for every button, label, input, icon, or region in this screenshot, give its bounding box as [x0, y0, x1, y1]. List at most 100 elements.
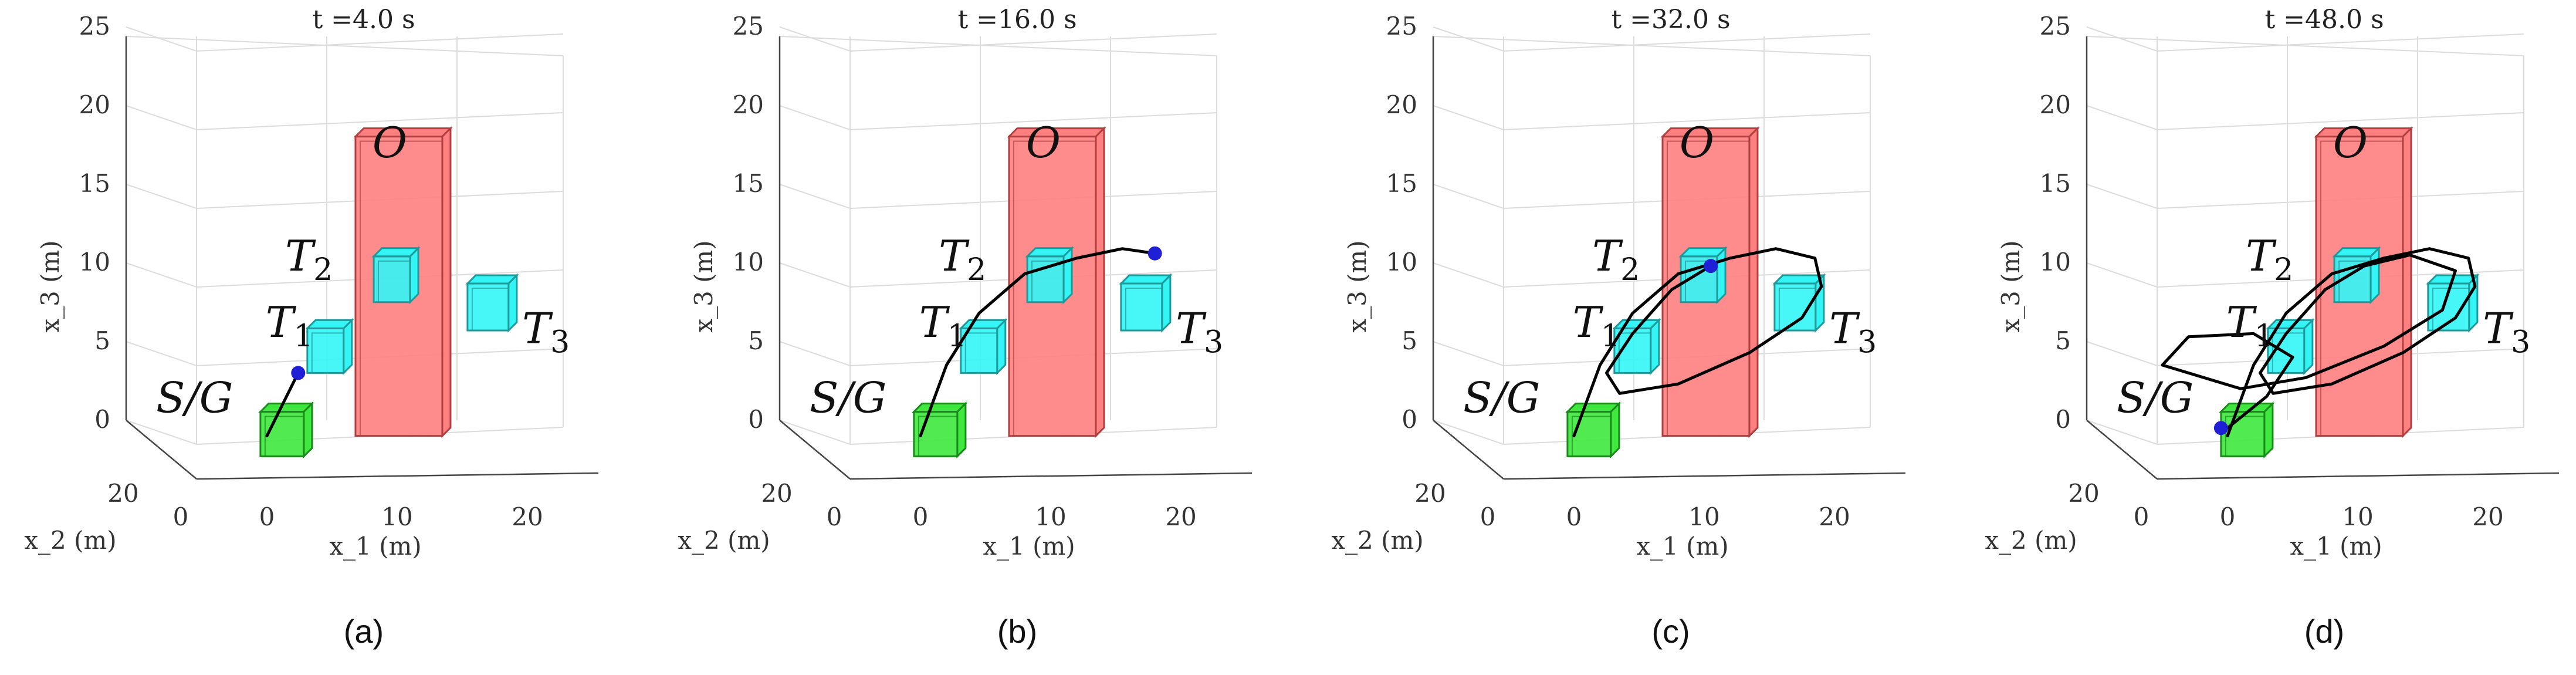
z-gridline [126, 184, 564, 210]
target-t3-block [2426, 273, 2480, 333]
start-goal-label: S/G [810, 373, 886, 422]
obstacle-block-side [1748, 126, 1759, 438]
target-t2-block [2332, 246, 2381, 305]
z-tick-label: 10 [79, 248, 110, 276]
target-t2-label-sub: 2 [1620, 252, 1640, 288]
target-t3-block-side [507, 273, 518, 333]
panel-4: 0 5 10 15 20 25 0 10 20 0 20 x_3 (m) x_1 (m) x_2 (m) t… [1985, 5, 2560, 650]
x-tick-label: 10 [2342, 502, 2373, 531]
y-tick-label: 0 [2134, 502, 2150, 531]
z-tick-label: 15 [1386, 169, 1417, 198]
z-axis-label: x_3 (m) [1343, 240, 1372, 332]
z-axis-label: x_3 (m) [689, 240, 718, 332]
start-goal-block [912, 401, 968, 459]
start-goal-block [1565, 401, 1622, 459]
y-tick-label: 20 [1414, 479, 1446, 508]
y-axis-line [2086, 420, 2158, 480]
current-position-marker [1147, 246, 1162, 261]
target-t1-label-sub: 1 [1601, 319, 1620, 354]
z-gridline [126, 420, 564, 446]
target-t2-block-inner-edge [1031, 260, 1065, 303]
z-tick-label: 20 [79, 90, 110, 119]
x-axis-label: x_1 (m) [2290, 532, 2382, 561]
trajectory-line [919, 247, 1157, 438]
z-gridline [1433, 420, 1871, 446]
target-t2-block-front [373, 255, 411, 303]
z-gridline [779, 184, 1217, 210]
y-tick-label: 0 [1480, 502, 1496, 531]
z-gridline [126, 105, 564, 131]
obstacle-block-inner-edge [1666, 140, 1750, 437]
start-goal-block-inner-edge [1571, 416, 1612, 457]
target-t2-block [1025, 246, 1074, 305]
target-t1-label-sub: 1 [947, 319, 967, 354]
z-axis-label: x_3 (m) [36, 240, 65, 332]
target-t3-label-main: T [522, 303, 553, 353]
target-t1-label-main: T [1573, 298, 1604, 347]
x-tick-label: 0 [259, 502, 275, 531]
target-t2-label-sub: 2 [967, 252, 986, 288]
z-tick-label: 25 [1386, 12, 1417, 41]
y-axis-line [779, 420, 851, 480]
y-axis-label: x_2 (m) [24, 526, 116, 555]
start-goal-label: S/G [156, 373, 233, 422]
target-t2-block [371, 246, 421, 305]
target-t1-label-sub: 1 [2255, 319, 2274, 354]
z-tick-label: 10 [2040, 248, 2071, 276]
x-tick-label: 20 [1819, 502, 1850, 531]
target-t3-label-main: T [1829, 303, 1860, 353]
z-tick-label: 10 [1386, 248, 1417, 276]
x-axis-label: x_1 (m) [329, 532, 421, 561]
target-t1-block-inner-edge [964, 332, 998, 374]
z-tick-label: 0 [94, 405, 110, 434]
current-position-marker [291, 366, 306, 380]
top-gridline [1433, 36, 1871, 56]
x-tick-label: 0 [2220, 502, 2236, 531]
x-axis-line [196, 472, 599, 480]
start-goal-block-side [956, 401, 967, 459]
x-tick-label: 10 [1035, 502, 1066, 531]
z-gridline [779, 105, 1217, 131]
start-goal-label: S/G [1463, 373, 1540, 422]
z-tick-label: 25 [79, 12, 110, 41]
target-t1-block-side [1650, 318, 1660, 376]
target-t3-block [465, 273, 519, 333]
panel-2: 0 5 10 15 20 25 0 10 20 0 20 x_3 (m) x_1 (m) x_2 (m) t… [678, 5, 1253, 650]
target-t1-block-side [996, 318, 1007, 376]
target-t2-label: T2 [939, 231, 986, 288]
target-t3-block-front [1120, 282, 1163, 332]
target-t2-label: T2 [2246, 231, 2293, 288]
z-tick-label: 15 [79, 169, 110, 198]
start-goal-block-inner-edge [264, 416, 304, 457]
target-t1-label-main: T [266, 298, 297, 347]
start-goal-block-side [303, 401, 313, 459]
target-t1-label-main: T [919, 298, 950, 347]
y-axis-line [126, 420, 197, 480]
target-t2-label-main: T [939, 231, 970, 281]
panel-caption: (a) [344, 613, 384, 650]
x-tick-label: 10 [381, 502, 412, 531]
x-tick-label: 10 [1688, 502, 1719, 531]
target-t1-label: T1 [266, 298, 313, 354]
top-gridline [126, 36, 564, 56]
obstacle-block-inner-edge [1013, 140, 1096, 437]
y-axis-label: x_2 (m) [1331, 526, 1423, 555]
z-tick-label: 25 [2040, 12, 2071, 41]
y-tick-label: 20 [761, 479, 792, 508]
target-t2-block-side [1062, 246, 1073, 305]
target-t1-block-side [343, 318, 353, 376]
trajectory-line [2161, 247, 2477, 438]
panel-3: 0 5 10 15 20 25 0 10 20 0 20 x_3 (m) x_1 (m) x_2 (m) t… [1331, 5, 1906, 650]
target-t1-label-sub: 1 [294, 319, 313, 354]
obstacle-label: O [373, 118, 407, 167]
z-tick-label: 20 [2040, 90, 2071, 119]
obstacle-label: O [1026, 118, 1061, 167]
obstacle-label: O [1680, 118, 1714, 167]
target-t3-label: T3 [2483, 303, 2530, 360]
panel-title: t =16.0 s [957, 5, 1077, 35]
y-tick-label: 20 [2068, 479, 2099, 508]
y-axis-label: x_2 (m) [678, 526, 770, 555]
z-tick-label: 15 [733, 169, 764, 198]
z-tick-label: 5 [94, 326, 110, 355]
